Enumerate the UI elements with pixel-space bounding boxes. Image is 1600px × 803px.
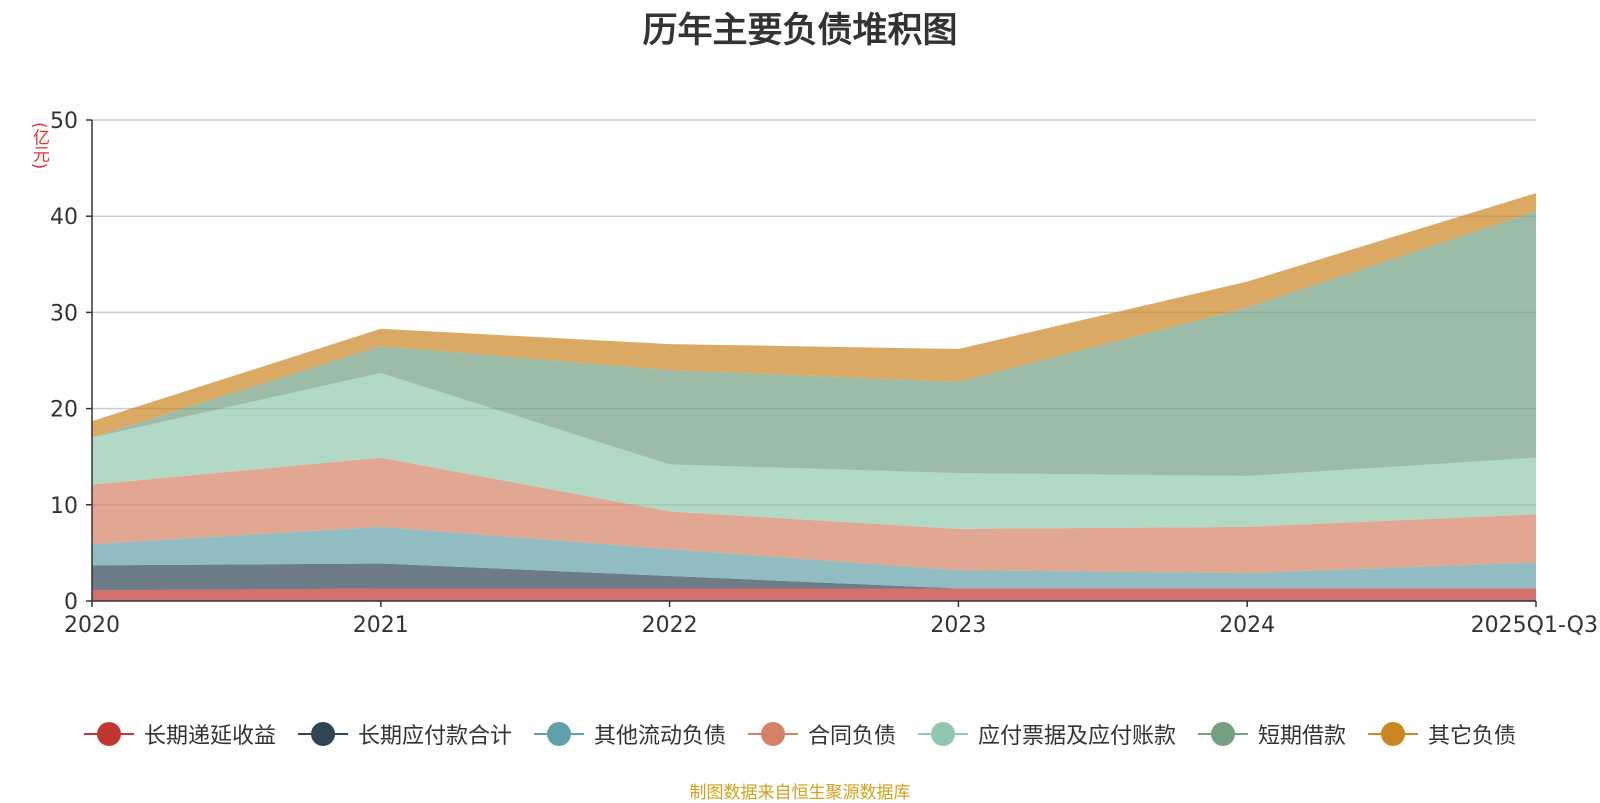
legend-marker <box>297 721 348 747</box>
y-tick-label: 10 <box>50 494 78 519</box>
legend-label: 长期递延收益 <box>143 724 276 749</box>
legend-label: 长期应付款合计 <box>357 724 512 749</box>
y-tick-label: 30 <box>50 301 78 326</box>
source-note: 制图数据来自恒生聚源数据库 <box>689 783 911 803</box>
x-tick-label: 2023 <box>930 613 986 638</box>
x-tick-label: 2022 <box>642 613 698 638</box>
legend-item-3[interactable]: 其他流动负债 <box>533 718 726 750</box>
area-series-5 <box>92 373 1536 529</box>
x-tick-label: 2021 <box>353 613 409 638</box>
legend-marker <box>1198 721 1249 747</box>
legend-marker <box>1368 721 1419 747</box>
legend-marker <box>918 721 968 747</box>
legend-item-5[interactable]: 应付票据及应付账款 <box>918 718 1176 750</box>
chart-plot: 0 10 20 30 40 50 2020 2021 2022 2023 2024 2025Q1-Q3 <box>50 109 1598 638</box>
legend-label: 其它负债 <box>1428 724 1517 749</box>
legend: 长期递延收益 长期应付款合计 其他流动负债 合同负债 应付票据及应付账款 短期借款 其它负债 <box>0 716 1600 752</box>
legend-label: 合同负债 <box>807 724 896 749</box>
area-series-1 <box>92 588 1536 601</box>
legend-marker <box>83 721 134 747</box>
legend-item-6[interactable]: 短期借款 <box>1198 718 1346 750</box>
axes: 0 10 20 30 40 50 2020 2021 2022 2023 2024 2025Q1-Q3 <box>50 109 1598 638</box>
legend-item-2[interactable]: 长期应付款合计 <box>297 718 512 750</box>
y-axis-unit-label: (亿元) <box>29 122 49 170</box>
legend-label: 应付票据及应付账款 <box>978 724 1177 749</box>
legend-marker <box>747 721 798 747</box>
x-tick-label: 2025Q1-Q3 <box>1471 613 1598 638</box>
area-series-2 <box>92 563 1536 591</box>
y-tick-label: 50 <box>50 109 78 134</box>
legend-marker <box>533 721 584 747</box>
legend-item-4[interactable]: 合同负债 <box>747 718 896 750</box>
legend-label: 其他流动负债 <box>593 724 726 749</box>
area-series-3 <box>92 526 1536 589</box>
y-tick-label: 20 <box>50 398 78 423</box>
chart-title: 历年主要负债堆积图 <box>642 11 958 51</box>
y-tick-label: 40 <box>50 205 78 230</box>
legend-item-1[interactable]: 长期递延收益 <box>83 718 276 750</box>
legend-item-7[interactable]: 其它负债 <box>1368 718 1516 750</box>
legend-label: 短期借款 <box>1258 724 1347 749</box>
area-series-6 <box>92 211 1536 476</box>
area-series-4 <box>92 457 1536 574</box>
area-series <box>92 193 1536 601</box>
x-tick-label: 2024 <box>1219 613 1275 638</box>
x-tick-label: 2020 <box>64 613 120 638</box>
y-tick-label: 0 <box>64 590 78 615</box>
